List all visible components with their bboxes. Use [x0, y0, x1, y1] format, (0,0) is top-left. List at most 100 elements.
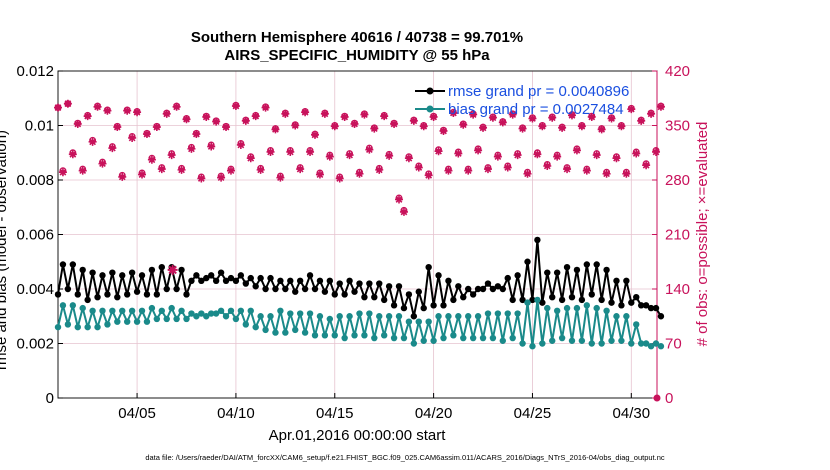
obs-evaluated-point: [518, 124, 527, 133]
rmse-point: [460, 293, 467, 301]
rmse-point: [529, 296, 536, 304]
obs-evaluated-point: [241, 116, 250, 125]
x-tick-label: 04/25: [514, 405, 552, 422]
bias-point: [79, 304, 86, 312]
obs-evaluated-point: [78, 166, 87, 175]
obs-evaluated-point: [365, 145, 374, 154]
obs-evaluated-point: [572, 146, 581, 155]
bias-point: [534, 296, 541, 304]
rmse-point: [558, 296, 566, 304]
obs-evaluated-point: [123, 106, 132, 115]
obs-evaluated-point: [582, 166, 591, 175]
rmse-point: [499, 285, 506, 293]
obs-evaluated-point: [345, 151, 354, 160]
bias-point: [153, 315, 161, 323]
bias-point: [128, 307, 136, 314]
bias-point: [657, 343, 665, 350]
obs-evaluated-point: [548, 113, 557, 122]
rmse-point: [430, 302, 437, 309]
obs-evaluated-point: [291, 121, 300, 130]
obs-evaluated-point: [454, 149, 463, 158]
obs-evaluated-point: [108, 144, 117, 153]
bias-point: [642, 340, 650, 347]
rmse-point: [272, 285, 279, 293]
legend-bias-label: bias grand pr = 0.0027484: [448, 101, 624, 118]
bias-point: [628, 340, 635, 347]
rmse-point: [326, 277, 334, 285]
left-tick-label: 0.012: [16, 63, 54, 80]
rmse-point: [380, 296, 388, 304]
obs-evaluated-point: [83, 112, 92, 121]
bias-point: [163, 315, 170, 323]
rmse-point: [489, 285, 497, 293]
obs-evaluated-point: [256, 165, 265, 174]
legend-bias-marker: [426, 105, 434, 113]
bias-point: [400, 334, 408, 342]
right-tick-label: 420: [665, 63, 690, 80]
obs-evaluated-point: [464, 166, 473, 175]
bias-point: [460, 334, 467, 342]
rmse-point: [544, 269, 551, 276]
bias-point: [217, 307, 225, 314]
rmse-point: [346, 277, 353, 285]
rmse-point: [366, 280, 373, 287]
rmse-point: [568, 293, 576, 301]
obs-evaluated-point: [63, 99, 72, 108]
obs-evaluated-point: [538, 122, 547, 131]
rmse-point: [484, 280, 492, 287]
x-tick-label: 04/15: [316, 405, 354, 422]
obs-evaluated-point: [607, 114, 616, 123]
obs-evaluated-point: [98, 159, 107, 168]
rmse-point: [54, 291, 62, 298]
bias-point: [509, 334, 516, 342]
bias-point: [247, 307, 254, 314]
obs-evaluated-point: [53, 103, 63, 112]
bias-point: [257, 313, 264, 320]
bias-point: [89, 307, 96, 314]
bias-point: [109, 307, 116, 314]
obs-evaluated-point: [543, 161, 552, 170]
legend: rmse grand pr = 0.0040896 bias grand pr …: [415, 83, 629, 118]
bias-point: [351, 332, 358, 339]
rmse-point: [647, 304, 655, 312]
rmse-point: [188, 277, 195, 285]
rmse-point: [539, 299, 546, 306]
bias-point: [361, 332, 368, 339]
obs-evaluated-point: [414, 163, 423, 172]
bias-point: [262, 326, 269, 334]
obs-evaluated-point: [385, 151, 394, 160]
bias-point: [385, 313, 393, 320]
bias-point: [232, 315, 240, 323]
obs-evaluated-point: [656, 102, 665, 111]
rmse-point: [652, 304, 660, 312]
x-tick-label: 04/10: [217, 405, 255, 422]
bias-point: [637, 340, 645, 347]
rmse-point: [69, 261, 77, 268]
obs-evaluated-point: [647, 109, 656, 118]
obs-evaluated-point: [73, 119, 82, 128]
rmse-point: [301, 285, 309, 293]
obs-evaluated-point: [320, 109, 329, 118]
bias-point: [647, 343, 655, 350]
rmse-point: [292, 288, 299, 295]
bias-point: [74, 323, 81, 331]
rmse-point: [390, 302, 398, 309]
bias-point: [336, 313, 343, 320]
rmse-point: [94, 293, 101, 301]
obs-evaluated-point: [459, 120, 468, 129]
bias-point: [326, 315, 334, 323]
bias-point: [603, 307, 610, 314]
obs-evaluated-point: [271, 125, 280, 134]
obs-evaluated-point: [306, 147, 315, 156]
right-tick-label: 140: [665, 281, 690, 298]
obs-evaluated-point: [301, 108, 310, 117]
bias-point: [84, 323, 91, 331]
x-tick-label: 04/30: [613, 405, 651, 422]
bias-point: [578, 337, 586, 344]
obs-evaluated-point: [266, 147, 275, 156]
rmse-point: [361, 293, 368, 301]
obs-evaluated-point: [93, 102, 102, 111]
chart-title: Southern Hemisphere 40616 / 40738 = 99.7…: [191, 29, 523, 46]
rmse-point: [153, 291, 161, 298]
rmse-point: [262, 285, 269, 293]
